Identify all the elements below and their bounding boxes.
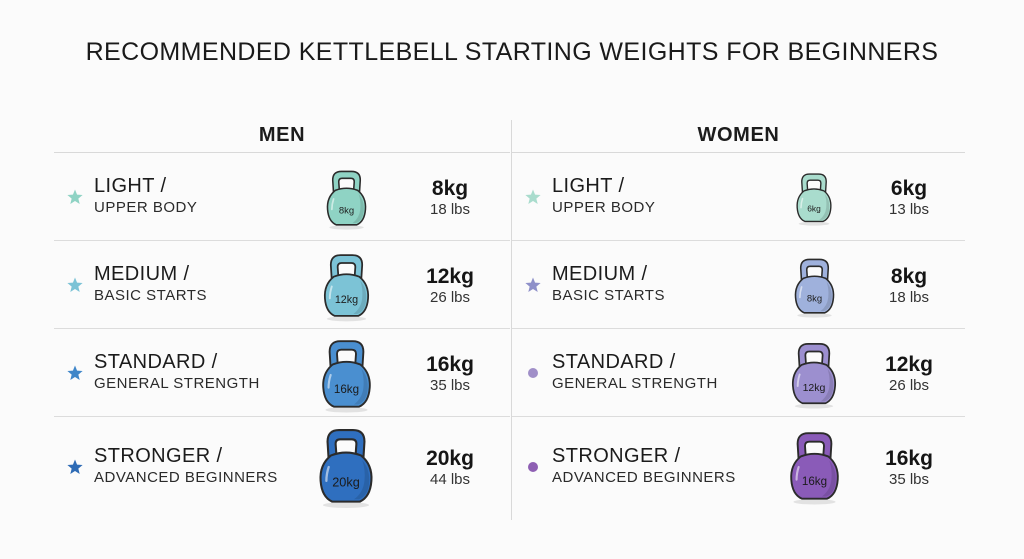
kettlebell-label: 16kg <box>801 475 826 488</box>
weight-value: 16kg 35 lbs <box>405 353 495 395</box>
men-column-header: MEN <box>54 118 510 153</box>
weight-row: MEDIUM / BASIC STARTS 12kg 12kg 26 lbs <box>54 241 510 329</box>
kettlebell-label: 8kg <box>338 206 353 217</box>
level-name: STRONGER / <box>94 445 223 467</box>
kettlebell-icon: 6kg <box>794 171 834 231</box>
column-divider <box>511 120 512 520</box>
star-icon <box>67 277 83 293</box>
weight-lbs: 35 lbs <box>888 471 930 488</box>
weight-kg: 8kg <box>431 177 469 200</box>
dot-icon <box>525 459 541 475</box>
level-description: UPPER BODY <box>94 199 198 216</box>
level-labels: MEDIUM / BASIC STARTS <box>552 263 665 307</box>
kettlebell-label: 6kg <box>807 203 821 213</box>
weight-row: LIGHT / UPPER BODY 6kg 6kg 13 lbs <box>512 153 965 241</box>
weight-lbs: 13 lbs <box>888 201 930 218</box>
level-description: GENERAL STRENGTH <box>94 375 260 392</box>
level-name: LIGHT / <box>94 175 167 197</box>
kettlebell-icon: 16kg <box>787 429 842 510</box>
weight-value: 8kg 18 lbs <box>405 177 495 219</box>
weight-lbs: 44 lbs <box>429 471 471 488</box>
women-column: WOMEN LIGHT / UPPER BODY 6kg 6kg 13 lbs MEDIU… <box>512 118 965 513</box>
women-column-header: WOMEN <box>512 118 965 153</box>
level-labels: STRONGER / ADVANCED BEGINNERS <box>552 445 736 489</box>
weight-row: LIGHT / UPPER BODY 8kg 8kg 18 lbs <box>54 153 510 241</box>
kettlebell-icon: 8kg <box>792 256 837 323</box>
kettlebell-label: 12kg <box>803 382 826 394</box>
kettlebell-label: 12kg <box>334 294 357 306</box>
kettlebell-icon: 16kg <box>319 337 374 418</box>
weight-kg: 8kg <box>890 265 928 288</box>
level-labels: LIGHT / UPPER BODY <box>94 175 197 219</box>
kettlebell-label: 8kg <box>806 294 821 305</box>
weight-kg: 20kg <box>426 447 474 470</box>
weight-kg: 16kg <box>885 447 933 470</box>
level-name: STRONGER / <box>552 445 681 467</box>
level-labels: STANDARD / GENERAL STRENGTH <box>94 351 260 395</box>
level-description: BASIC STARTS <box>552 287 665 304</box>
kettlebell-icon: 12kg <box>789 340 839 414</box>
level-name: STANDARD / <box>552 351 676 373</box>
level-name: STANDARD / <box>94 351 218 373</box>
weight-value: 12kg 26 lbs <box>405 265 495 307</box>
weight-lbs: 18 lbs <box>429 201 471 218</box>
level-description: GENERAL STRENGTH <box>552 375 718 392</box>
level-labels: STANDARD / GENERAL STRENGTH <box>552 351 718 395</box>
level-labels: STRONGER / ADVANCED BEGINNERS <box>94 445 278 489</box>
level-labels: MEDIUM / BASIC STARTS <box>94 263 207 307</box>
level-description: BASIC STARTS <box>94 287 207 304</box>
weight-row: MEDIUM / BASIC STARTS 8kg 8kg 18 lbs <box>512 241 965 329</box>
weight-value: 12kg 26 lbs <box>864 353 954 395</box>
star-icon <box>67 189 83 205</box>
kettlebell-label: 20kg <box>332 476 360 490</box>
weight-lbs: 35 lbs <box>429 377 471 394</box>
weight-lbs: 26 lbs <box>429 289 471 306</box>
kettlebell-icon: 8kg <box>324 168 369 235</box>
kettlebell-icon: 12kg <box>321 251 372 327</box>
weight-value: 20kg 44 lbs <box>405 447 495 489</box>
page-title: RECOMMENDED KETTLEBELL STARTING WEIGHTS … <box>85 38 939 66</box>
weight-value: 8kg 18 lbs <box>864 265 954 307</box>
weight-value: 16kg 35 lbs <box>864 447 954 489</box>
weight-lbs: 26 lbs <box>888 377 930 394</box>
weight-value: 6kg 13 lbs <box>864 177 954 219</box>
star-icon <box>67 365 83 381</box>
level-description: UPPER BODY <box>552 199 656 216</box>
men-column: MEN LIGHT / UPPER BODY 8kg 8kg 18 lbs MEDIUM … <box>54 118 510 513</box>
star-icon <box>67 459 83 475</box>
weight-kg: 16kg <box>426 353 474 376</box>
level-description: ADVANCED BEGINNERS <box>552 469 736 486</box>
weight-kg: 12kg <box>426 265 474 288</box>
weight-kg: 6kg <box>890 177 928 200</box>
level-name: MEDIUM / <box>94 263 190 285</box>
weight-row: STRONGER / ADVANCED BEGINNERS 20kg 20kg 44 l… <box>54 417 510 513</box>
star-icon <box>525 189 541 205</box>
dot-icon <box>525 365 541 381</box>
kettlebell-label: 16kg <box>333 383 358 396</box>
weight-row: STANDARD / GENERAL STRENGTH 16kg 16kg 35 lbs <box>54 329 510 417</box>
level-description: ADVANCED BEGINNERS <box>94 469 278 486</box>
weight-row: STRONGER / ADVANCED BEGINNERS 16kg 16kg 35 l… <box>512 417 965 513</box>
level-labels: LIGHT / UPPER BODY <box>552 175 655 219</box>
kettlebell-icon: 20kg <box>316 425 376 514</box>
weight-row: STANDARD / GENERAL STRENGTH 12kg 12kg 26 lbs <box>512 329 965 417</box>
weight-kg: 12kg <box>885 353 933 376</box>
level-name: MEDIUM / <box>552 263 648 285</box>
level-name: LIGHT / <box>552 175 625 197</box>
weight-lbs: 18 lbs <box>888 289 930 306</box>
star-icon <box>525 277 541 293</box>
